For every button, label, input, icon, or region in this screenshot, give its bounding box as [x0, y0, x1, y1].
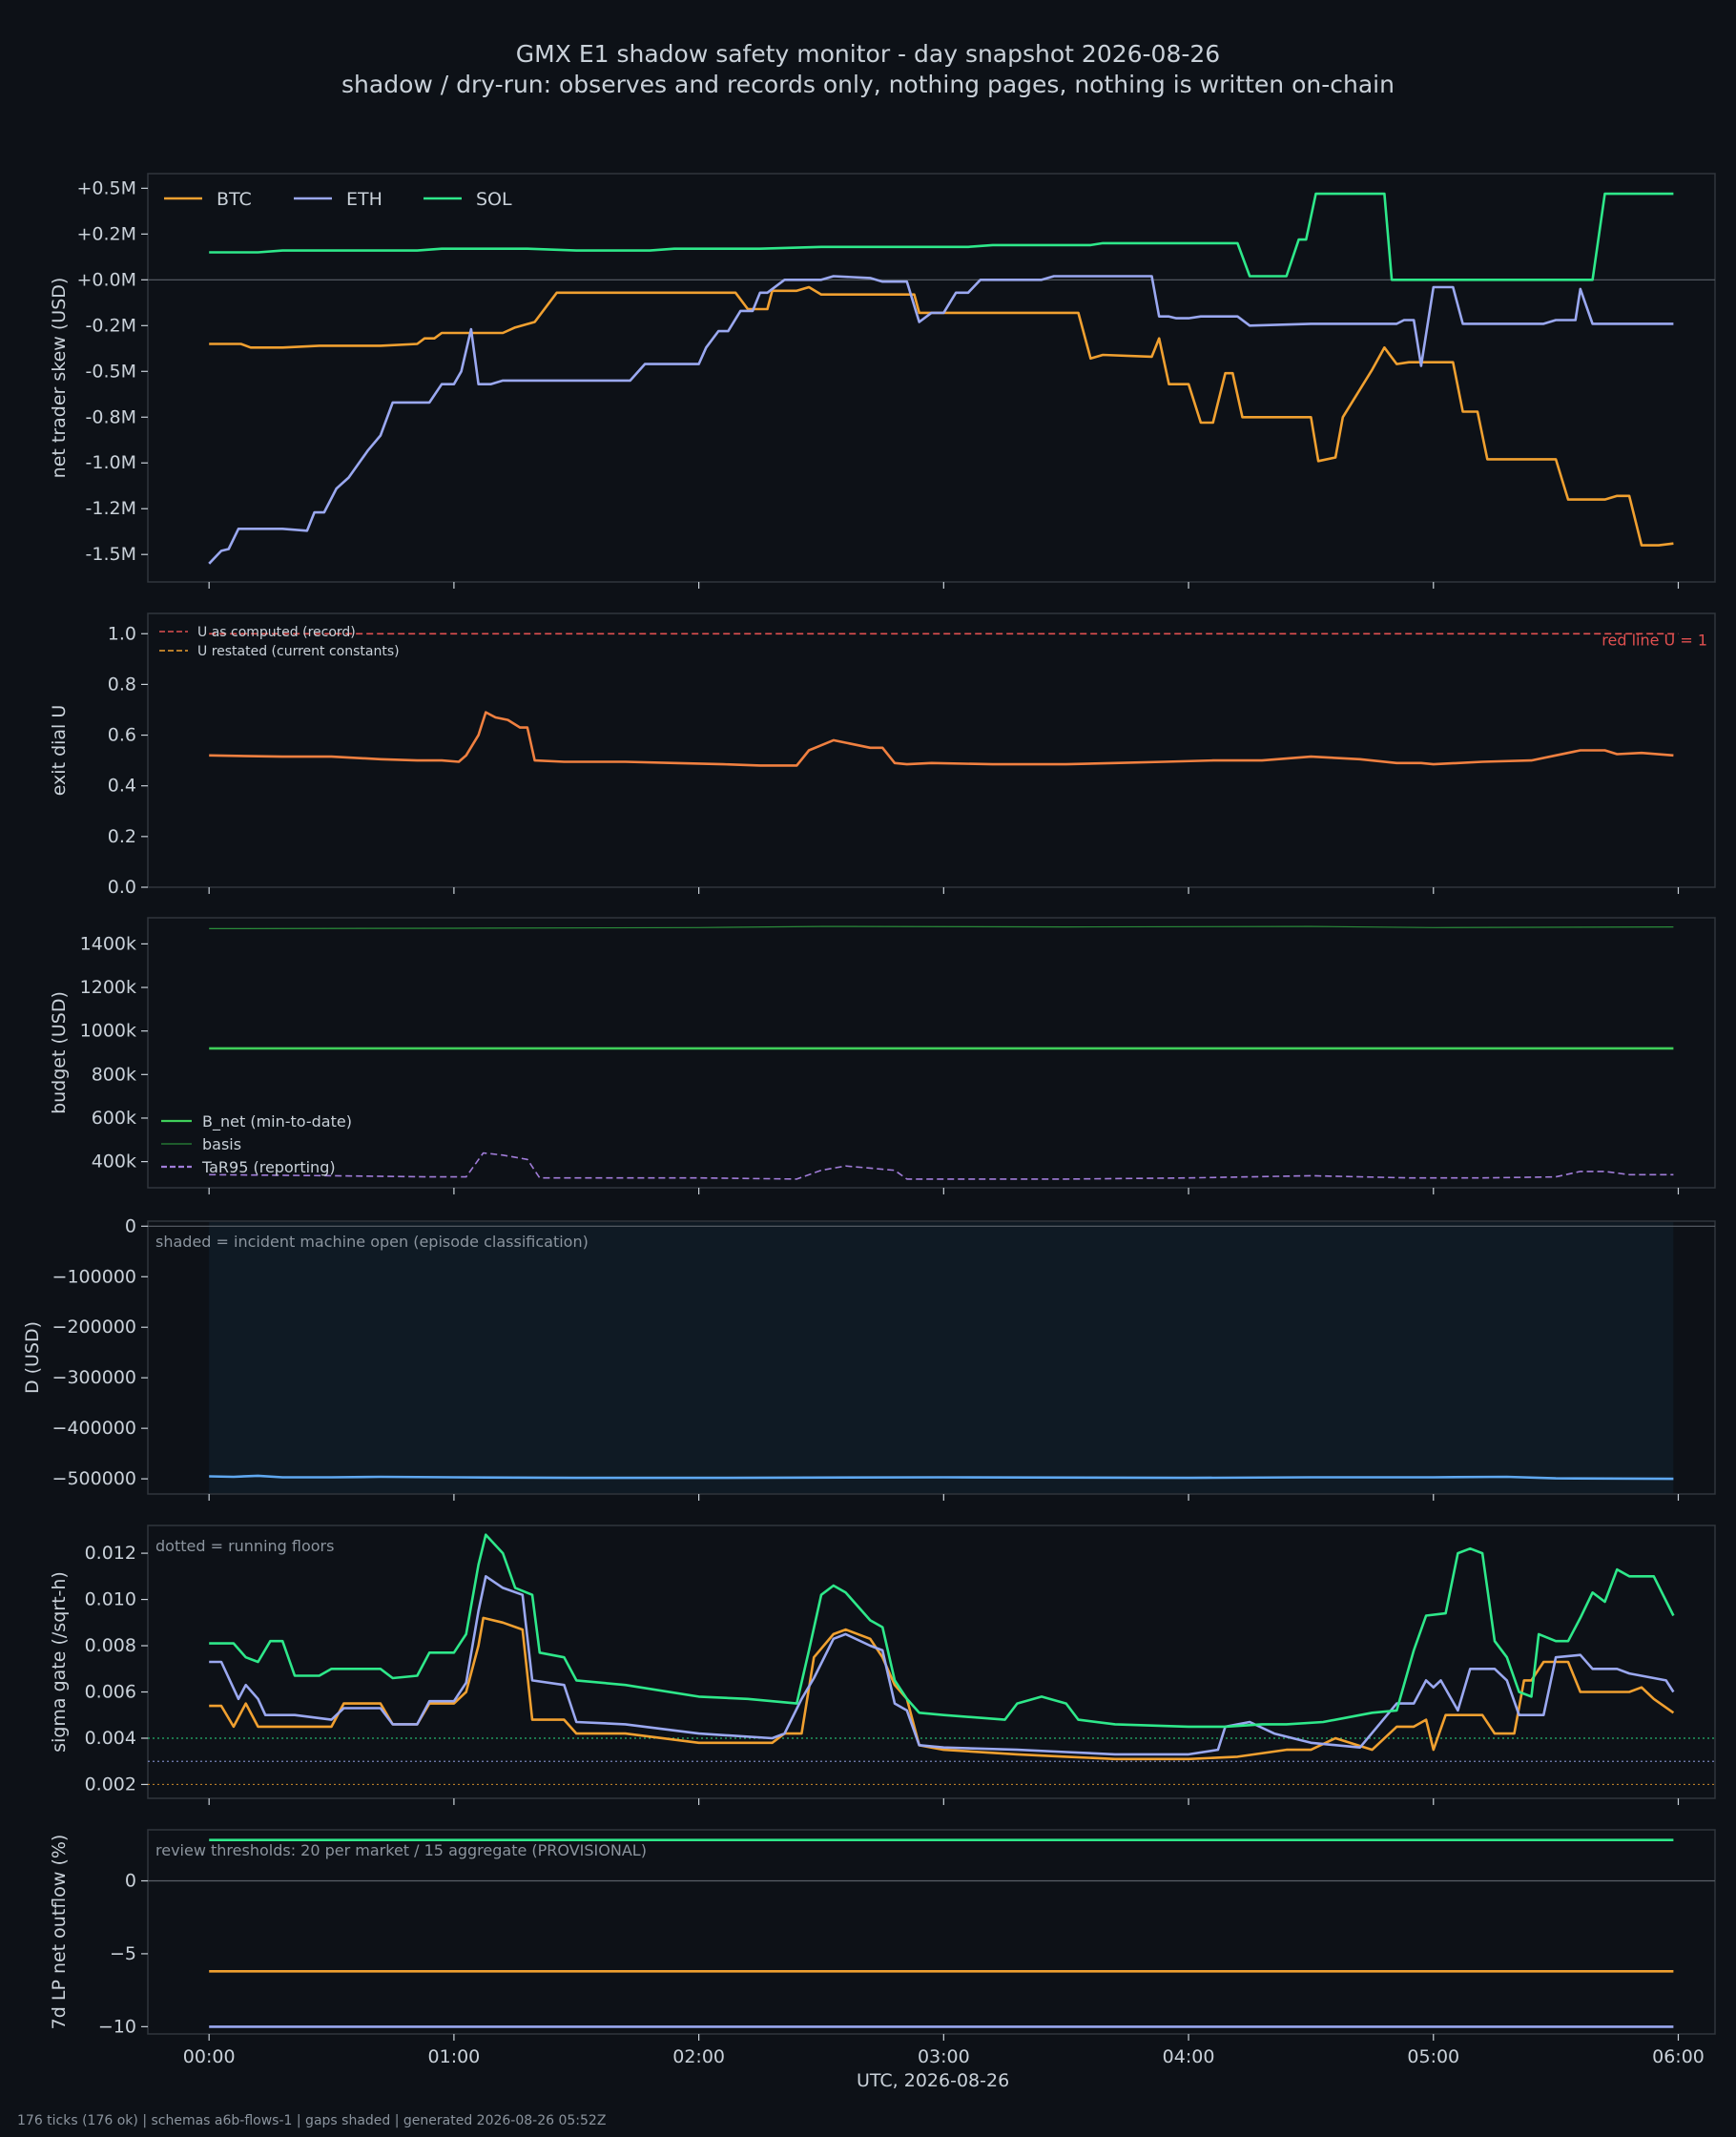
- series-line-eth: [208, 275, 1674, 565]
- series-line-sol: [209, 1533, 1675, 1729]
- y-tick-label: 1000k: [80, 1021, 136, 1042]
- chart-subtitle: shadow / dry-run: observes and records o…: [341, 71, 1395, 98]
- panel-frame: [147, 1829, 1716, 2035]
- y-tick-label: −100000: [52, 1266, 136, 1287]
- x-axis-label: UTC, 2026-08-26: [857, 2070, 1010, 2091]
- panel-annotation: review thresholds: 20 per market / 15 ag…: [155, 1841, 647, 1859]
- y-tick-label: 0.010: [85, 1589, 136, 1610]
- legend-label: U restated (current constants): [197, 644, 400, 659]
- y-axis-label: net trader skew (USD): [49, 278, 70, 479]
- chart-title: GMX E1 shadow safety monitor - day snaps…: [515, 40, 1221, 68]
- y-tick-label: 0.008: [85, 1635, 136, 1656]
- series-line-tar95-reporting-: [209, 1151, 1674, 1180]
- y-tick-label: 0.006: [85, 1682, 136, 1703]
- y-tick-label: -1.5M: [86, 544, 136, 565]
- legend-label: ETH: [346, 189, 382, 210]
- y-tick-label: -1.2M: [86, 498, 136, 519]
- y-tick-label: -0.2M: [86, 315, 136, 336]
- x-tick-label: 06:00: [1652, 2046, 1705, 2067]
- panel-5: 0.002 0.004 0.006 0.008 0.010 0.012 sigma gate…: [49, 1525, 1716, 1805]
- panel-frame: [147, 917, 1716, 1189]
- x-tick-label: 00:00: [183, 2046, 236, 2067]
- y-tick-label: 400k: [92, 1151, 136, 1172]
- y-axis-label: budget (USD): [49, 991, 70, 1114]
- y-tick-label: 0.4: [108, 776, 136, 797]
- panel-frame: [147, 612, 1716, 888]
- series-line-eth: [209, 1575, 1675, 1756]
- x-tick-label: 05:00: [1407, 2046, 1459, 2067]
- y-axis-label: exit dial U: [49, 705, 70, 797]
- panel-frame: [147, 173, 1716, 583]
- y-tick-label: 0.002: [85, 1774, 136, 1795]
- legend-label: SOL: [476, 189, 512, 210]
- panel-1: +0.5M +0.2M +0.0M -0.2M -0.5M -0.8M -1.0M -1.2M…: [49, 173, 1716, 589]
- legend-label: basis: [202, 1135, 241, 1153]
- y-tick-label: -0.8M: [86, 406, 136, 427]
- redline-annotation: red line U = 1: [1602, 631, 1707, 649]
- y-tick-label: -0.5M: [86, 361, 136, 382]
- y-tick-label: 0.004: [85, 1728, 136, 1749]
- x-tick-label: 02:00: [672, 2046, 725, 2067]
- series-line-btc: [209, 285, 1674, 547]
- y-tick-label: -1.0M: [86, 452, 136, 473]
- y-tick-label: 1.0: [108, 623, 136, 644]
- x-tick-label: 01:00: [428, 2046, 481, 2067]
- y-tick-label: −200000: [52, 1317, 136, 1338]
- footer-status: 176 ticks (176 ok) | schemas a6b-flows-1…: [17, 2113, 607, 2128]
- y-tick-label: −400000: [52, 1418, 136, 1439]
- y-tick-label: −300000: [52, 1367, 136, 1388]
- panel-4: 0 −100000 −200000 −300000 −400000 −500000 D (U…: [22, 1215, 1716, 1501]
- y-tick-label: 0: [125, 1215, 136, 1236]
- incident-shade: [209, 1222, 1674, 1493]
- y-tick-label: 600k: [92, 1108, 136, 1129]
- panel-annotation: shaded = incident machine open (episode …: [155, 1233, 589, 1251]
- y-axis-label: sigma gate (/sqrt-h): [49, 1571, 70, 1753]
- panel-2: 0.0 0.2 0.4 0.6 0.8 1.0 exit dial U red line U …: [49, 612, 1716, 898]
- series-line-value: [209, 1474, 1674, 1481]
- y-tick-label: 0.2: [108, 826, 136, 847]
- series-line-value: [209, 711, 1674, 767]
- y-tick-label: +0.2M: [76, 223, 136, 244]
- y-tick-label: +0.0M: [76, 269, 136, 290]
- y-tick-label: 0: [125, 1871, 136, 1892]
- panel-frame: [147, 1525, 1716, 1799]
- panel-6: 0 −5 −10 7d LP net outflow (%) review thresh…: [49, 1829, 1716, 2041]
- legend-label: B_net (min-to-date): [202, 1112, 352, 1131]
- series-line-basis: [209, 925, 1674, 929]
- y-tick-label: 1200k: [80, 977, 136, 998]
- legend-label: TaR95 (reporting): [201, 1158, 336, 1176]
- y-tick-label: 800k: [92, 1064, 136, 1085]
- y-tick-label: −10: [98, 2016, 136, 2037]
- x-tick-label: 03:00: [918, 2046, 970, 2067]
- y-tick-label: 0.8: [108, 674, 136, 695]
- x-tick-label: 04:00: [1163, 2046, 1215, 2067]
- y-tick-label: 0.6: [108, 725, 136, 746]
- y-tick-label: 0.0: [108, 877, 136, 898]
- series-line-sol: [209, 192, 1674, 281]
- legend-label: BTC: [217, 189, 252, 210]
- y-tick-label: 1400k: [80, 933, 136, 954]
- y-axis-label: 7d LP net outflow (%): [49, 1835, 70, 2030]
- panel-3: 400k 600k 800k 1000k 1200k 1400k budget (USD) B…: [49, 917, 1716, 1194]
- y-tick-label: −5: [110, 1943, 136, 1964]
- y-axis-label: D (USD): [22, 1321, 43, 1394]
- y-tick-label: −500000: [52, 1468, 136, 1489]
- legend-label: U as computed (record): [197, 625, 356, 640]
- panel-annotation: dotted = running floors: [155, 1537, 334, 1555]
- y-tick-label: +0.5M: [76, 177, 136, 198]
- y-tick-label: 0.012: [85, 1543, 136, 1564]
